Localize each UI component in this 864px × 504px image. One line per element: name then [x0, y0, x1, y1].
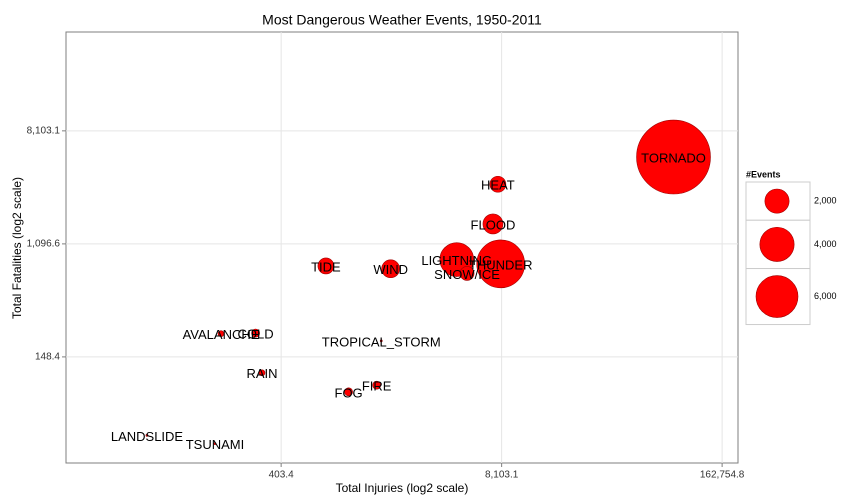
bubble: [217, 330, 225, 337]
legend-label: 2,000: [814, 195, 837, 205]
point-label: TROPICAL_STORM: [322, 334, 441, 349]
bubble: [251, 328, 260, 338]
point-label: HEAT: [481, 178, 515, 193]
legend-label: 6,000: [814, 291, 837, 301]
bubble: [476, 239, 525, 289]
point-label: COLD: [238, 327, 274, 342]
point-label: LANDSLIDE: [111, 429, 184, 444]
point-label: FOG: [335, 385, 363, 400]
x-tick-label: 8,103.1: [485, 470, 519, 481]
bubble: [482, 213, 504, 235]
bubble: [213, 442, 217, 445]
plot-panel: [65, 31, 739, 464]
y-axis-title: Total Fatalities (log2 scale): [10, 177, 24, 319]
bubble: [145, 434, 149, 437]
legend-title: #Events: [746, 169, 781, 179]
legend-label: 4,000: [814, 239, 837, 249]
chart-title: Most Dangerous Weather Events, 1950-2011: [262, 12, 542, 28]
point-label: AVALANCHE: [183, 327, 260, 342]
bubble: [636, 119, 711, 195]
bubble: [379, 339, 383, 343]
bubble: [372, 380, 381, 390]
x-tick-label: 403.4: [269, 470, 294, 481]
legend-bubble: [759, 226, 795, 262]
point-label: TORNADO: [641, 150, 706, 165]
point-label: WIND: [373, 262, 408, 277]
point-label: LIGHTNING: [421, 253, 492, 268]
y-tick-label: 148.4: [35, 352, 60, 363]
bubble: [344, 387, 353, 397]
legend-bubble: [764, 188, 790, 214]
point-label: SNOW/ICE: [434, 267, 500, 282]
bubble: [489, 175, 507, 193]
x-tick-label: 162,754.8: [700, 470, 745, 481]
bubble: [459, 266, 475, 281]
y-tick-label: 1,096.6: [27, 239, 61, 250]
legend-bubble: [755, 275, 799, 318]
point-label: THUNDER: [469, 257, 533, 272]
bubble: [258, 369, 266, 377]
point-label: FIRE: [362, 379, 392, 394]
bubble: [317, 257, 335, 275]
bubble: [381, 259, 400, 279]
point-label: FLOOD: [471, 217, 516, 232]
point-label: RAIN: [246, 366, 277, 381]
point-label: TSUNAMI: [186, 437, 245, 452]
x-axis-title: Total Injuries (log2 scale): [336, 481, 469, 495]
y-tick-label: 8,103.1: [27, 125, 61, 136]
point-label: TIDE: [311, 259, 341, 274]
